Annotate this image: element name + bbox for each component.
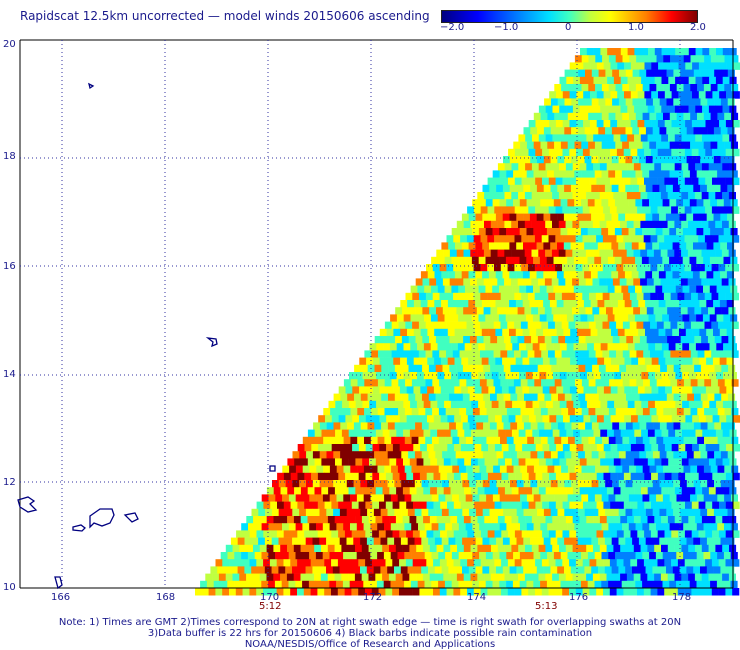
colorbar-label-pos1: 1.0	[628, 22, 644, 33]
lon-label-178: 178	[672, 592, 692, 603]
lon-label-174: 174	[467, 592, 487, 603]
island-bottom-left	[54, 576, 63, 590]
lon-label-176: 176	[569, 592, 589, 603]
atoll-a	[72, 524, 86, 532]
atoll-left	[17, 496, 38, 513]
island-top	[88, 82, 95, 90]
colorbar	[441, 10, 698, 23]
footnotes: Note: 1) Times are GMT 2)Times correspon…	[0, 617, 740, 650]
graticule	[20, 40, 733, 588]
colorbar-label-zero: 0	[565, 22, 572, 33]
atoll-b	[89, 508, 115, 529]
coastlines	[17, 82, 276, 590]
lat-label-20: 20	[3, 39, 16, 50]
footnote-line-1: Note: 1) Times are GMT 2)Times correspon…	[58, 617, 682, 628]
map-title: Rapidscat 12.5km uncorrected — model win…	[20, 9, 430, 23]
atoll-c	[123, 512, 139, 523]
island-mid	[205, 337, 218, 348]
map-frame	[19, 39, 734, 589]
island-small	[269, 465, 276, 472]
lat-label-18: 18	[3, 151, 16, 162]
time-label-first: 5:12	[259, 601, 282, 612]
lat-label-16: 16	[3, 261, 16, 272]
lat-label-12: 12	[3, 477, 16, 488]
colorbar-label-max: 2.0	[690, 22, 706, 33]
lon-label-168: 168	[156, 592, 176, 603]
lon-label-170: 170	[260, 592, 280, 603]
lat-label-10: 10	[3, 582, 16, 593]
footnote-line-3: NOAA/NESDIS/Office of Research and Appli…	[244, 639, 496, 650]
colorbar-label-min: −2.0	[440, 22, 465, 33]
swath-cells	[195, 48, 740, 596]
lat-label-14: 14	[3, 369, 16, 380]
lon-label-166: 166	[51, 592, 71, 603]
colorbar-label-neg1: −1.0	[494, 22, 519, 33]
footnote-line-2: 3)Data buffer is 22 hrs for 20150606 4) …	[147, 628, 593, 639]
lon-label-172: 172	[363, 592, 383, 603]
time-label-second: 5:13	[535, 601, 558, 612]
